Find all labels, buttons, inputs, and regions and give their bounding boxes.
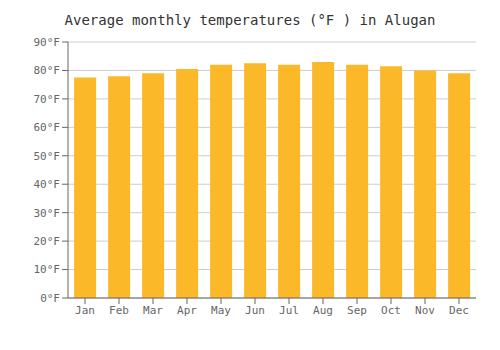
svg-text:Jul: Jul: [279, 304, 299, 317]
svg-text:Feb: Feb: [109, 304, 129, 317]
svg-text:Nov: Nov: [415, 304, 435, 317]
svg-text:Jan: Jan: [75, 304, 95, 317]
svg-text:May: May: [211, 304, 231, 317]
svg-text:40°F: 40°F: [34, 178, 61, 191]
svg-text:60°F: 60°F: [34, 121, 61, 134]
svg-text:80°F: 80°F: [34, 64, 61, 77]
html-text:Average monthly temperatures (: Average monthly temperatures (°F ) in Al…: [64, 12, 436, 28]
svg-text:Dec: Dec: [449, 304, 469, 317]
svg-text:Sep: Sep: [347, 304, 367, 317]
svg-text:Jun: Jun: [245, 304, 265, 317]
svg-text:Aug: Aug: [313, 304, 333, 317]
svg-text:Mar: Mar: [143, 304, 163, 317]
svg-text:30°F: 30°F: [34, 207, 61, 220]
svg-text:70°F: 70°F: [34, 93, 61, 106]
svg-text:Apr: Apr: [177, 304, 197, 317]
svg-text:90°F: 90°F: [34, 36, 61, 49]
svg-text:0°F: 0°F: [40, 292, 60, 305]
svg-text:Oct: Oct: [381, 304, 401, 317]
svg-text:50°F: 50°F: [34, 150, 61, 163]
svg-text:10°F: 10°F: [34, 263, 61, 276]
svg-text:20°F: 20°F: [34, 235, 61, 248]
